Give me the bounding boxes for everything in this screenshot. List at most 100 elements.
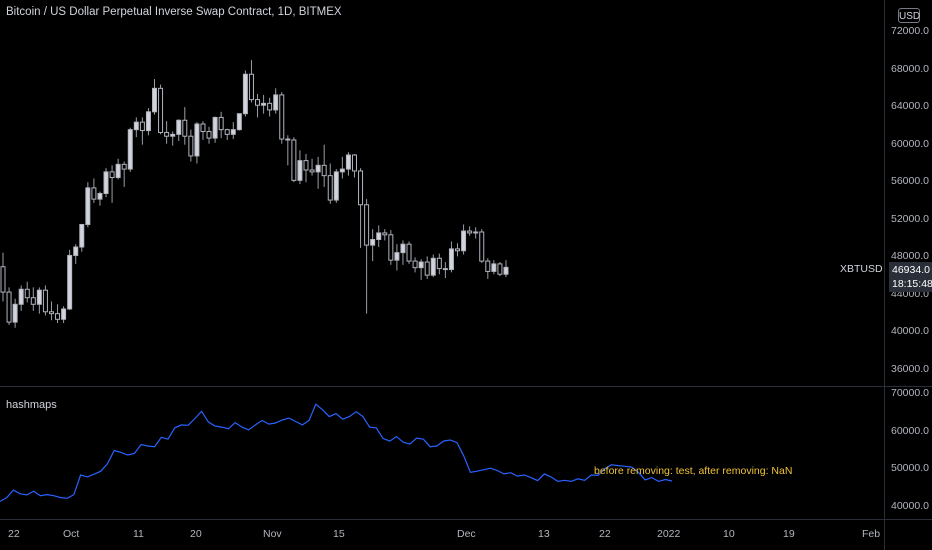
candle xyxy=(376,232,382,240)
last-price-value: 46934.0 xyxy=(892,264,930,276)
price-axis-label: 56000.0 xyxy=(891,175,929,188)
candle xyxy=(127,129,133,170)
time-axis-label: Feb xyxy=(862,528,881,540)
candle xyxy=(315,164,321,173)
candle xyxy=(436,257,442,270)
candle xyxy=(242,73,248,115)
bar-countdown: 18:15:48 xyxy=(892,278,932,290)
candle xyxy=(24,288,30,299)
candle xyxy=(164,131,170,137)
indicator-axis-label: 40000.0 xyxy=(891,500,929,512)
indicator-label: before removing: test, after removing: N… xyxy=(594,465,793,477)
chart-title: Bitcoin / US Dollar Perpetual Inverse Sw… xyxy=(6,6,342,18)
time-axis-label: 20 xyxy=(190,528,202,540)
candle xyxy=(109,171,115,179)
candle xyxy=(430,257,436,276)
candle xyxy=(248,73,254,101)
candle xyxy=(212,116,218,139)
candle xyxy=(279,94,285,140)
price-axis-label: 36000.0 xyxy=(891,363,929,375)
candle xyxy=(115,163,121,179)
candle xyxy=(55,313,61,320)
candle xyxy=(12,303,18,323)
candle xyxy=(79,223,85,248)
candle xyxy=(339,168,345,173)
time-axis-label: 15 xyxy=(333,528,345,540)
candle xyxy=(152,87,157,113)
candle xyxy=(158,87,164,133)
pane-divider[interactable] xyxy=(0,386,932,387)
candle xyxy=(224,129,230,135)
candle xyxy=(321,164,327,177)
candle xyxy=(448,248,454,271)
candle xyxy=(485,260,491,272)
candle xyxy=(61,308,67,320)
candle xyxy=(351,154,357,172)
candle xyxy=(491,263,497,272)
candle xyxy=(145,111,151,132)
candle xyxy=(218,116,224,131)
time-axis-label: 22 xyxy=(8,528,20,540)
price-axis-line xyxy=(884,0,885,550)
candle xyxy=(85,187,91,225)
time-axis-label: 11 xyxy=(133,528,144,540)
candle xyxy=(285,138,291,141)
indicator-axis-label: 60000.0 xyxy=(891,424,929,437)
candle xyxy=(461,230,467,252)
candle xyxy=(255,99,261,106)
candle xyxy=(267,102,273,111)
candle xyxy=(297,160,303,181)
indicator-axis-label: 50000.0 xyxy=(891,462,929,475)
price-axis-label: 40000.0 xyxy=(891,325,929,338)
candle xyxy=(200,123,206,133)
time-axis-label: Oct xyxy=(63,528,80,540)
candle xyxy=(73,246,79,256)
candle xyxy=(67,254,73,310)
currency-badge[interactable]: USD xyxy=(898,8,920,23)
price-axis-label: 64000.0 xyxy=(891,100,929,113)
indicator-axis-label: 70000.0 xyxy=(891,387,929,399)
candle xyxy=(364,204,370,246)
price-axis-label: 48000.0 xyxy=(891,250,929,263)
candle xyxy=(382,232,388,236)
time-axis-label: 13 xyxy=(538,528,550,540)
candle xyxy=(36,289,42,305)
time-axis-label: 19 xyxy=(783,528,795,540)
candle xyxy=(206,131,212,139)
candle xyxy=(6,291,12,323)
candle xyxy=(273,94,279,111)
candle xyxy=(370,238,376,246)
candle xyxy=(358,170,364,206)
candle xyxy=(30,297,36,305)
candle xyxy=(388,234,394,261)
candle xyxy=(139,121,145,132)
price-axis-label: 52000.0 xyxy=(891,212,929,225)
candle xyxy=(133,121,139,131)
time-axis-label: 10 xyxy=(723,528,735,540)
price-axis-label: 72000.0 xyxy=(891,25,929,37)
candle xyxy=(400,243,406,254)
last-price-tag: 46934.0 18:15:48 xyxy=(889,262,932,292)
candle xyxy=(442,268,448,271)
candle xyxy=(303,160,309,171)
candle xyxy=(194,123,200,157)
indicator-title[interactable]: hashmaps xyxy=(6,399,57,411)
candle xyxy=(230,129,236,135)
candle xyxy=(424,261,430,276)
candle xyxy=(503,266,509,275)
candle xyxy=(309,169,315,173)
candle xyxy=(48,311,54,315)
candle xyxy=(327,175,333,201)
time-axis-line xyxy=(0,519,932,520)
time-axis-label: Dec xyxy=(457,528,476,540)
candle xyxy=(261,102,267,106)
candle xyxy=(182,119,188,137)
candle xyxy=(91,187,97,200)
candle xyxy=(418,261,424,269)
candle xyxy=(345,154,351,170)
candle xyxy=(497,263,503,275)
time-axis-label: Nov xyxy=(263,528,282,540)
indicator-line xyxy=(0,403,673,502)
symbol-label: XBTUSD xyxy=(840,263,883,275)
